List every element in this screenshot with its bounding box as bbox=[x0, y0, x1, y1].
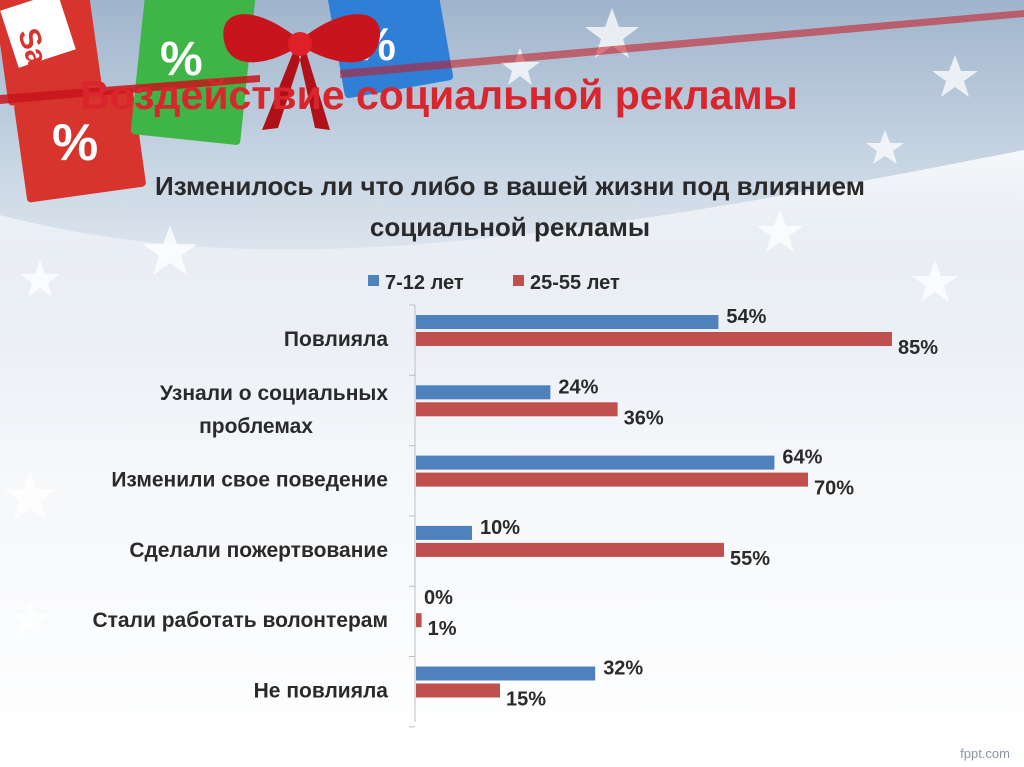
svg-text:%: % bbox=[160, 33, 203, 86]
data-label: 24% bbox=[558, 376, 598, 398]
data-label: 85% bbox=[898, 337, 938, 359]
category-label: Узнали о социальных bbox=[160, 382, 388, 405]
data-label: 55% bbox=[730, 548, 770, 570]
chart-question: Изменилось ли что либо в вашей жизни под… bbox=[155, 171, 865, 242]
category-label: Изменили свое поведение bbox=[111, 469, 388, 492]
legend-swatch bbox=[513, 275, 524, 286]
ribbon-bow-decoration bbox=[0, 10, 1024, 130]
slide-title: Воздействие социальной рекламы bbox=[80, 72, 798, 118]
svg-text:%: % bbox=[52, 114, 98, 172]
category-label: проблемах bbox=[199, 415, 313, 438]
green-percent-tag-decoration: % bbox=[130, 0, 256, 145]
bar-7-12 bbox=[416, 385, 551, 400]
data-label: 1% bbox=[428, 618, 457, 640]
bar-7-12 bbox=[416, 666, 596, 681]
star-decorations bbox=[3, 8, 978, 637]
category-label: Сделали пожертвование bbox=[129, 539, 388, 562]
data-label: 15% bbox=[506, 689, 546, 711]
data-label: 70% bbox=[814, 478, 854, 500]
data-label: 54% bbox=[726, 306, 766, 328]
bar-7-12 bbox=[416, 315, 719, 329]
bar-25-55 bbox=[416, 472, 808, 487]
bar-25-55 bbox=[416, 683, 500, 698]
data-label: 36% bbox=[624, 407, 664, 429]
sale-tag-decoration: Sale % bbox=[0, 0, 146, 203]
category-label: Стали работать волонтерам bbox=[92, 609, 388, 632]
data-label: 10% bbox=[480, 517, 520, 539]
bar-25-55 bbox=[416, 402, 618, 417]
legend-swatch bbox=[368, 275, 379, 286]
bar-25-55 bbox=[416, 613, 422, 628]
data-label: 64% bbox=[782, 447, 822, 469]
footer-credit: fppt.com bbox=[960, 746, 1010, 761]
bar-7-12 bbox=[416, 455, 775, 470]
bar-7-12 bbox=[416, 525, 472, 540]
category-label: Не повлияла bbox=[254, 680, 389, 703]
legend-label: 25-55 лет bbox=[530, 272, 620, 294]
data-label: 0% bbox=[424, 587, 453, 609]
category-label: Повлияла bbox=[284, 328, 388, 351]
bar-25-55 bbox=[416, 542, 724, 557]
data-label: 32% bbox=[603, 658, 643, 680]
bar-25-55 bbox=[416, 332, 892, 346]
legend-label: 7-12 лет bbox=[385, 272, 464, 294]
